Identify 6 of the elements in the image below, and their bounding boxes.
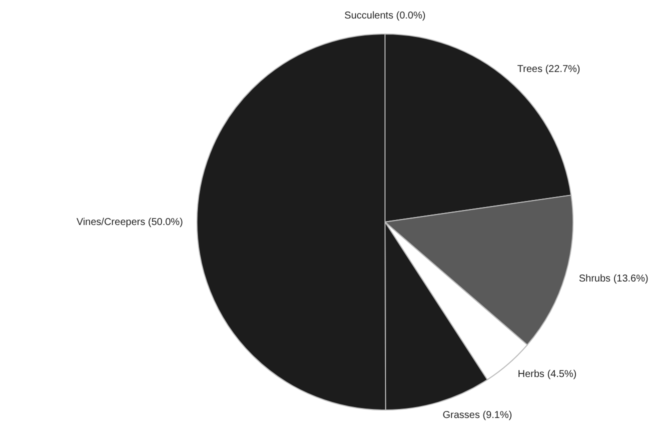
slice-label: Herbs (4.5%) [518,368,577,380]
slice-label: Vines/Creepers (50.0%) [76,216,183,228]
slice-label: Trees (22.7%) [517,64,580,75]
slice-label: Shrubs (13.6%) [578,273,648,284]
slice-label: Grasses (9.1%) [442,410,512,422]
category-label: Succulents (0.0%) [344,10,426,22]
